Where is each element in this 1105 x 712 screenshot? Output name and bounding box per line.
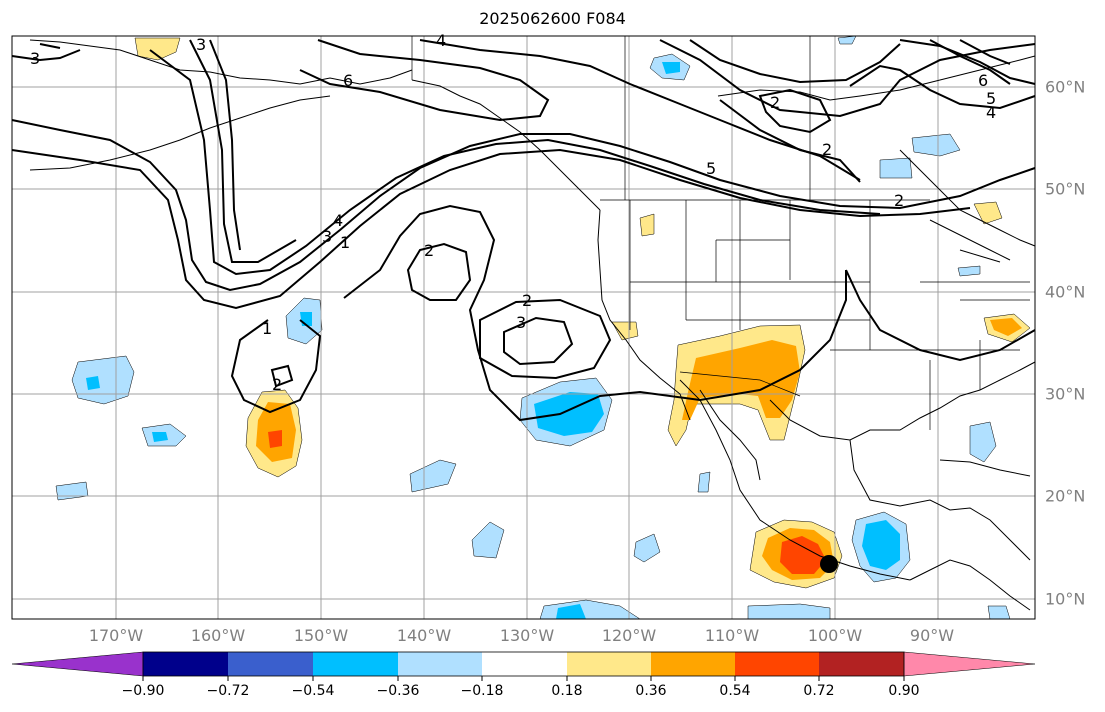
contour-label: 6 [343,71,353,90]
contour-label: 1 [340,233,350,252]
contour-label: 2 [894,191,904,210]
colorbar-bin [313,652,398,676]
colorbar-tick-label: 0.36 [635,683,667,699]
longitude-label: 170°W [88,626,144,645]
contour-label: 2 [522,291,532,310]
location-marker [820,555,838,573]
colorbar-extend-max [903,651,1036,677]
contour-label: 5 [706,159,716,178]
latitude-label: 30°N [1045,384,1086,404]
colorbar-bin [651,652,735,676]
contour-label: 6 [978,71,988,90]
anomaly-shading [55,35,1031,620]
contour-label: 2 [272,375,282,394]
colorbar-tick-label: −0.72 [206,683,250,699]
contour-label: 3 [30,49,40,68]
colorbar-bin [228,652,313,676]
contour-label-group: 3 4 3 6 1 3 4 2 2 3 1 2 5 2 2 5 4 6 2 [30,31,996,394]
contour-label: 4 [986,103,996,122]
colorbar-outline [142,651,905,677]
longitude-label: 140°W [396,626,452,645]
longitude-label: 110°W [704,626,760,645]
colorbar-bin [482,652,567,676]
longitude-label: 160°W [190,626,246,645]
borders [411,36,1030,430]
colorbar-extend-min [11,651,144,677]
colorbar-tick-label: 0.72 [803,683,835,699]
colorbar-tick-label: −0.18 [460,683,504,699]
contour-label: 5 [986,89,996,108]
colorbar-bin [143,652,228,676]
colorbar-bin [567,652,651,676]
contour-label: 2 [424,241,434,260]
longitude-label: 120°W [601,626,657,645]
map-title: 2025062600 F084 [479,9,626,28]
colorbar-tick-label: 0.90 [888,683,920,699]
contour-label: 3 [196,35,206,54]
colorbar-tick-label: 0.54 [719,683,751,699]
map-frame [11,35,1036,620]
colorbar-tick-label: −0.36 [376,683,420,699]
contour-lines [11,39,1036,422]
latitude-label: 20°N [1045,486,1086,506]
latitude-label: 10°N [1045,589,1086,609]
latitude-label: 50°N [1045,179,1086,199]
colorbar-tick-label: −0.54 [291,683,335,699]
contour-label: 4 [436,31,446,50]
colorbar-bin [819,652,904,676]
longitude-label: 100°W [807,626,863,645]
colorbar-bin [735,652,819,676]
longitude-label: 90°W [909,626,955,645]
latitude-label: 60°N [1045,77,1086,97]
contour-label: 4 [333,211,343,230]
colorbar-bin [398,652,482,676]
colorbar [11,651,1036,681]
latitude-label: 40°N [1045,282,1086,302]
contour-label: 3 [516,313,526,332]
contour-label: 2 [770,93,780,112]
colorbar-tick-label: −0.90 [121,683,165,699]
graticule [12,36,1035,619]
longitude-label: 150°W [293,626,349,645]
colorbar-tick-label: 0.18 [551,683,583,699]
contour-label: 2 [822,140,832,159]
contour-label: 1 [262,319,272,338]
contour-label: 3 [322,227,332,246]
longitude-label: 130°W [499,626,555,645]
